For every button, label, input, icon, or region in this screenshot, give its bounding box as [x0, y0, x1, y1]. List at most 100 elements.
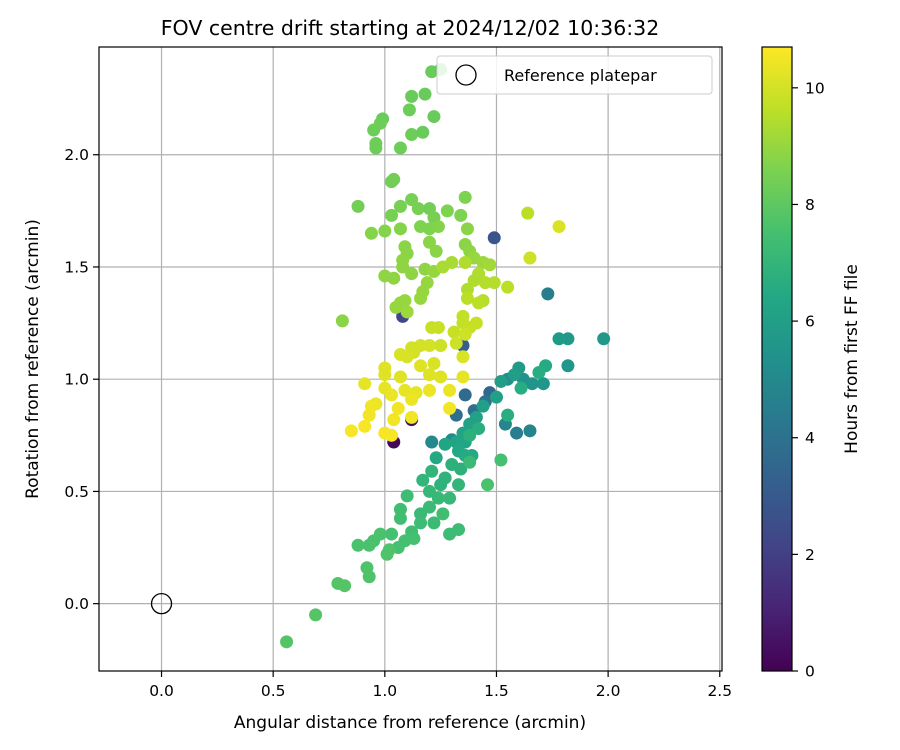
data-point: [398, 294, 412, 308]
data-point: [422, 235, 436, 249]
data-point: [309, 608, 323, 622]
data-point: [536, 377, 550, 391]
data-point: [378, 224, 392, 238]
y-tick-label: 2.0: [64, 146, 89, 164]
data-point: [422, 368, 436, 382]
data-point: [460, 291, 474, 305]
legend-box: [436, 55, 713, 95]
data-point: [405, 193, 419, 207]
plot-frame: [98, 46, 723, 672]
data-point: [405, 410, 419, 424]
reference-platepar-marker: [150, 593, 173, 615]
data-point: [425, 321, 439, 335]
data-point: [400, 305, 414, 319]
data-point: [387, 413, 401, 427]
data-point: [411, 202, 425, 216]
data-point: [481, 478, 495, 492]
data-point: [385, 208, 399, 222]
data-point: [487, 231, 501, 245]
data-point: [458, 327, 472, 341]
x-tick-label: 1.0: [372, 682, 397, 700]
data-point: [382, 543, 396, 557]
data-point: [552, 332, 566, 346]
data-point: [414, 359, 428, 373]
colorbar-gradient: [762, 47, 792, 671]
data-point: [523, 424, 537, 438]
data-point: [369, 141, 383, 155]
colorbar-frame: [761, 46, 793, 672]
data-point: [452, 478, 466, 492]
colorbar-label: Hours from first FF file: [842, 264, 862, 454]
data-point: [494, 453, 508, 467]
data-point: [378, 368, 392, 382]
data-point: [463, 455, 477, 469]
data-point: [431, 491, 445, 505]
colorbar-tick-label: 6: [805, 313, 815, 331]
data-point: [400, 489, 414, 503]
data-point: [561, 359, 575, 373]
colorbar-tick-label: 8: [805, 196, 815, 214]
data-point: [458, 190, 472, 204]
colorbar-tick-label: 2: [805, 546, 815, 564]
data-point: [436, 507, 450, 521]
data-point: [422, 500, 436, 514]
data-point: [521, 206, 535, 220]
data-point: [393, 199, 407, 213]
data-point: [452, 523, 466, 537]
data-point: [385, 388, 399, 402]
data-point: [393, 370, 407, 384]
data-point: [454, 462, 468, 476]
data-point: [393, 222, 407, 236]
colorbar: 0 2 4 6 8 10 Hours from first FF file: [761, 46, 862, 681]
data-point: [387, 271, 401, 285]
x-tick-label: 2.5: [707, 682, 732, 700]
data-point: [460, 222, 474, 236]
reference-marker-layer: [150, 593, 173, 615]
data-point: [501, 280, 515, 294]
data-point: [434, 478, 448, 492]
data-point: [393, 511, 407, 525]
data-point: [358, 419, 372, 433]
data-point: [362, 570, 376, 584]
data-point: [362, 538, 376, 552]
data-point: [402, 103, 416, 117]
colorbar-tick-label: 4: [805, 429, 815, 447]
data-point: [510, 426, 524, 440]
data-point: [335, 314, 349, 328]
chart-title: FOV centre drift starting at 2024/12/02 …: [161, 16, 660, 40]
data-point: [405, 128, 419, 142]
y-tick-label: 0.0: [64, 595, 89, 613]
data-point: [552, 220, 566, 234]
data-points: [280, 62, 611, 649]
data-point: [416, 473, 430, 487]
data-point: [458, 388, 472, 402]
data-point: [362, 408, 376, 422]
data-point: [405, 89, 419, 103]
data-point: [422, 383, 436, 397]
grid: [99, 47, 722, 671]
data-point: [489, 390, 503, 404]
y-axis-label: Rotation from reference (arcmin): [23, 219, 43, 499]
data-point: [438, 437, 452, 451]
x-tick-label: 0.5: [261, 682, 286, 700]
data-point: [532, 365, 546, 379]
data-point: [523, 251, 537, 265]
x-tick-label: 0.0: [149, 682, 174, 700]
data-point: [443, 401, 457, 415]
data-point: [393, 141, 407, 155]
data-point: [429, 451, 443, 465]
data-point: [400, 350, 414, 364]
legend-entry-reference-platepar: Reference platepar: [504, 66, 657, 85]
x-tick-label: 2.0: [596, 682, 621, 700]
y-axis-ticks: 0.0 0.5 1.0 1.5 2.0: [64, 146, 99, 613]
data-point: [425, 435, 439, 449]
y-tick-label: 0.5: [64, 483, 89, 501]
data-point: [483, 258, 497, 272]
legend: Reference platepar: [436, 55, 713, 95]
data-point: [416, 125, 430, 139]
data-point: [351, 538, 365, 552]
data-point: [507, 368, 521, 382]
data-point: [280, 635, 294, 649]
data-point: [443, 491, 457, 505]
data-point: [463, 428, 477, 442]
